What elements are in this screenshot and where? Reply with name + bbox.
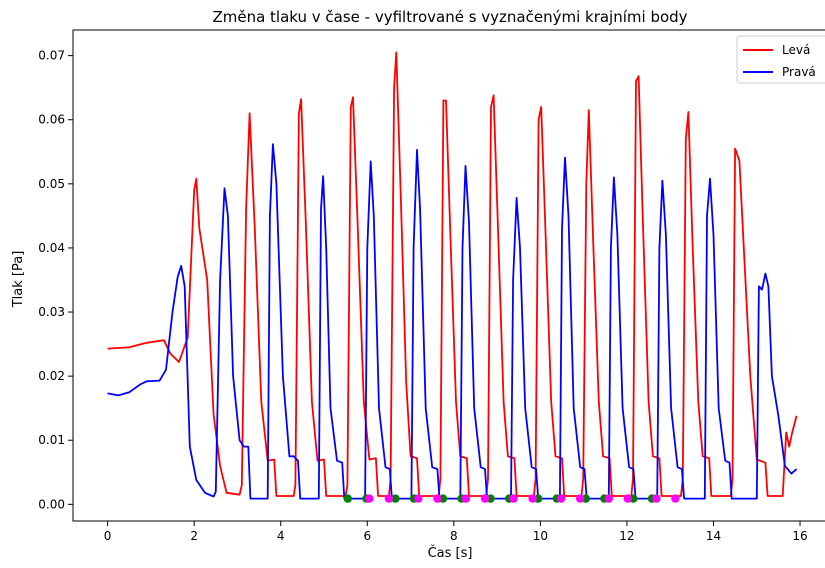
magenta-marker bbox=[365, 494, 374, 503]
x-tick-label: 12 bbox=[619, 529, 634, 543]
legend-entry-label: Pravá bbox=[782, 65, 816, 79]
x-tick-label: 16 bbox=[792, 529, 807, 543]
magenta-marker bbox=[604, 494, 613, 503]
legend: Levá Pravá bbox=[736, 35, 825, 84]
y-axis-label: Tlak [Pa] bbox=[11, 251, 26, 309]
y-tick-label: 0.06 bbox=[38, 113, 65, 127]
data-layer bbox=[107, 51, 798, 503]
y-tick-label: 0.02 bbox=[38, 369, 65, 383]
legend-entry-label: Levá bbox=[782, 43, 810, 57]
magenta-marker bbox=[557, 494, 566, 503]
magenta-marker bbox=[576, 494, 585, 503]
magenta-marker bbox=[461, 494, 471, 503]
plot-area: 0 2 4 6 8 10 12 14 16 0.00 0.01 0.02 0.03 0.04 0.05 0.0… bbox=[38, 29, 825, 543]
magenta-marker bbox=[509, 494, 518, 503]
x-tick-label: 2 bbox=[190, 529, 198, 543]
magenta-marker bbox=[623, 494, 632, 503]
x-tick-label: 10 bbox=[533, 529, 548, 543]
series-line-leva bbox=[107, 51, 798, 497]
magenta-marker bbox=[433, 494, 442, 503]
x-tick-label: 8 bbox=[450, 529, 458, 543]
y-tick-label: 0.05 bbox=[38, 177, 65, 191]
magenta-marker bbox=[528, 494, 537, 503]
x-tick-label: 0 bbox=[104, 529, 112, 543]
magenta-marker bbox=[414, 494, 423, 503]
green-marker bbox=[343, 494, 352, 503]
chart-title: Změna tlaku v čase - vyfiltrované s vyzn… bbox=[212, 8, 687, 26]
x-axis-label: Čas [s] bbox=[428, 545, 473, 561]
magenta-marker bbox=[671, 494, 680, 503]
y-tick-label: 0.00 bbox=[38, 497, 65, 511]
y-tick-label: 0.01 bbox=[38, 433, 65, 447]
magenta-marker bbox=[384, 494, 394, 503]
y-tick-label: 0.07 bbox=[38, 49, 65, 63]
plot-frame bbox=[72, 29, 825, 522]
x-tick-label: 4 bbox=[277, 529, 285, 543]
magenta-marker bbox=[652, 494, 661, 503]
x-tick-label: 6 bbox=[363, 529, 371, 543]
magenta-marker bbox=[480, 494, 490, 503]
y-tick-label: 0.04 bbox=[38, 241, 65, 255]
y-tick-label: 0.03 bbox=[38, 305, 65, 319]
green-marker bbox=[391, 494, 400, 503]
x-tick-label: 14 bbox=[706, 529, 721, 543]
